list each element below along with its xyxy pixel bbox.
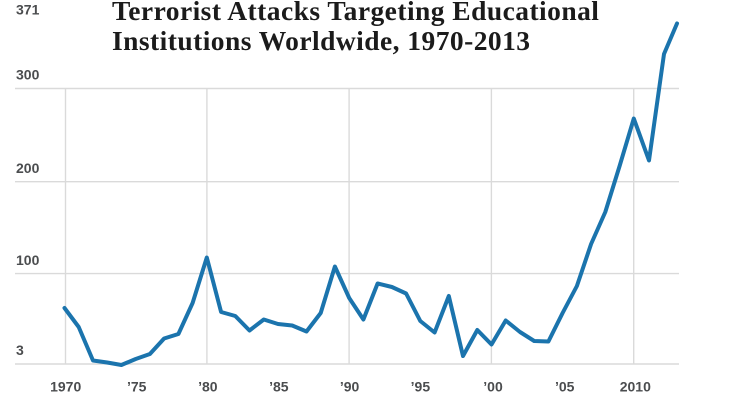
svg-text:1970: 1970: [50, 379, 81, 395]
svg-text:371: 371: [16, 2, 40, 18]
svg-text:’00: ’00: [483, 379, 503, 395]
svg-text:’05: ’05: [555, 379, 575, 395]
svg-text:’95: ’95: [411, 379, 431, 395]
svg-text:’75: ’75: [127, 379, 147, 395]
svg-text:3: 3: [16, 342, 24, 358]
svg-text:100: 100: [16, 252, 40, 268]
svg-text:200: 200: [16, 160, 40, 176]
svg-text:Institutions Worldwide, 1970-2: Institutions Worldwide, 1970-2013: [112, 25, 531, 56]
svg-text:2010: 2010: [620, 379, 651, 395]
svg-text:300: 300: [16, 67, 40, 83]
svg-text:’90: ’90: [340, 379, 360, 395]
svg-text:’80: ’80: [198, 379, 218, 395]
svg-text:’85: ’85: [269, 379, 289, 395]
svg-text:Terrorist Attacks Targeting Ed: Terrorist Attacks Targeting Educational: [112, 0, 599, 26]
